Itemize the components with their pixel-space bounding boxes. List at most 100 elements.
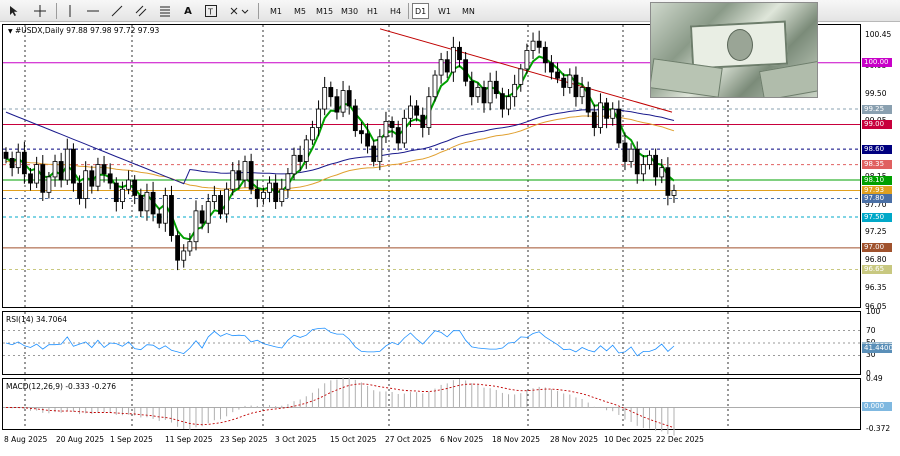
candle-body [95, 164, 101, 187]
dollar-bills-image [650, 2, 818, 98]
ema-mid-line [5, 115, 675, 190]
macd-signal-line [5, 383, 675, 429]
candle-body [107, 173, 113, 184]
text-label-icon[interactable]: T [204, 3, 218, 19]
candle-body [377, 136, 383, 162]
text-icon[interactable]: A [184, 5, 192, 17]
rsi-axis-label: 100 [866, 307, 881, 316]
channel-icon[interactable] [134, 3, 148, 19]
candle-body [101, 164, 107, 175]
macd-axis-label: 0.000 [862, 402, 892, 412]
candle-body [156, 213, 162, 224]
price-tag: 97.50 [862, 212, 892, 222]
trend-line [379, 28, 673, 113]
toolbar-separator [258, 3, 259, 19]
candle-body [285, 173, 291, 190]
vertical-line-icon[interactable] [64, 3, 76, 19]
main-chart-title: ▼ #USDX,Daily 97.88 97.98 97.72 97.93 [8, 26, 160, 35]
candle-body [138, 195, 144, 212]
price-tag: 98.10 [862, 175, 892, 185]
candle-body [291, 154, 297, 175]
candle-body [365, 133, 370, 147]
date-axis-label: 6 Nov 2025 [440, 435, 484, 444]
candle-body [647, 154, 652, 165]
candle-body [506, 96, 511, 110]
horizontal-line-icon[interactable] [86, 3, 100, 19]
tf-m1-button[interactable]: M1 [270, 6, 282, 16]
candle-body [58, 161, 64, 181]
candle-body [310, 127, 315, 141]
main-pane-border [2, 24, 861, 308]
candle-body [500, 93, 505, 110]
price-axis-label: 96.05 [865, 301, 887, 311]
candle-body [279, 188, 285, 203]
tf-d1-button[interactable]: D1 [412, 3, 430, 19]
candle-body [297, 154, 303, 162]
candle-body [340, 90, 346, 113]
candle-body [610, 108, 616, 119]
candle-body [9, 158, 15, 169]
macd-plot [3, 377, 860, 436]
macd-title: MACD(12,26,9) -0.333 -0.276 [6, 382, 117, 391]
tf-m5-button[interactable]: M5 [294, 6, 306, 16]
candle-body [199, 210, 205, 224]
candle-body [555, 71, 560, 79]
price-axis-label: 96.35 [865, 282, 887, 292]
price-tag: 99.25 [862, 104, 892, 114]
candle-body [242, 161, 248, 181]
candle-body [395, 127, 401, 144]
candle-body [34, 164, 40, 184]
tf-h1-button[interactable]: H1 [367, 6, 379, 16]
candle-body [536, 40, 542, 48]
date-axis-label: 1 Sep 2025 [110, 435, 153, 444]
candle-body [40, 164, 46, 193]
date-axis-label: 22 Dec 2025 [656, 435, 704, 444]
candle-body [46, 176, 52, 193]
trendline-icon[interactable] [110, 3, 124, 19]
rsi-axis-label: 30 [866, 350, 876, 360]
candle-body [481, 87, 487, 104]
candle-body [187, 241, 193, 252]
candle-body [408, 105, 413, 119]
candle-body [273, 182, 279, 203]
candle-body [616, 108, 622, 144]
candle-body [598, 102, 603, 128]
tf-h4-button[interactable]: H4 [390, 6, 402, 16]
candle-body [518, 68, 524, 85]
shapes-icon[interactable] [228, 3, 250, 19]
candle-body [346, 90, 352, 107]
candle-body [542, 46, 548, 64]
candle-body [322, 87, 328, 110]
price-axis-label: 100.45 [865, 30, 892, 39]
crosshair-icon[interactable] [32, 3, 48, 19]
indicator-lines [5, 28, 675, 241]
candle-body [211, 195, 217, 203]
rsi-title: RSI(14) 34.7064 [6, 315, 67, 324]
tf-m15-button[interactable]: M15 [316, 6, 334, 16]
candle-body [579, 87, 585, 98]
candle-body [389, 120, 395, 128]
candle-body [15, 151, 21, 169]
tf-m30-button[interactable]: M30 [341, 6, 359, 16]
fibonacci-icon[interactable] [158, 3, 172, 19]
tf-w1-button[interactable]: W1 [438, 6, 451, 16]
price-tag: 96.65 [862, 264, 892, 274]
candle-body [71, 148, 76, 184]
candle-body [77, 182, 82, 199]
cursor-icon[interactable] [6, 3, 22, 19]
horizontal-levels [3, 62, 860, 270]
price-tag: 97.00 [862, 243, 892, 253]
candle-body [162, 195, 168, 224]
rsi-value-tag: 41.4400 [862, 343, 892, 353]
date-axis-label: 18 Nov 2025 [492, 435, 541, 444]
price-tag: 97.93 [862, 185, 892, 195]
candle-body [120, 188, 125, 203]
toolbar-separator [56, 3, 57, 19]
tf-mn-button[interactable]: MN [462, 6, 475, 16]
candle-body [463, 59, 469, 82]
date-axis-label: 10 Dec 2025 [604, 435, 652, 444]
candle-body [432, 74, 438, 98]
date-axis-label: 15 Oct 2025 [330, 435, 377, 444]
candle-body [254, 188, 260, 199]
